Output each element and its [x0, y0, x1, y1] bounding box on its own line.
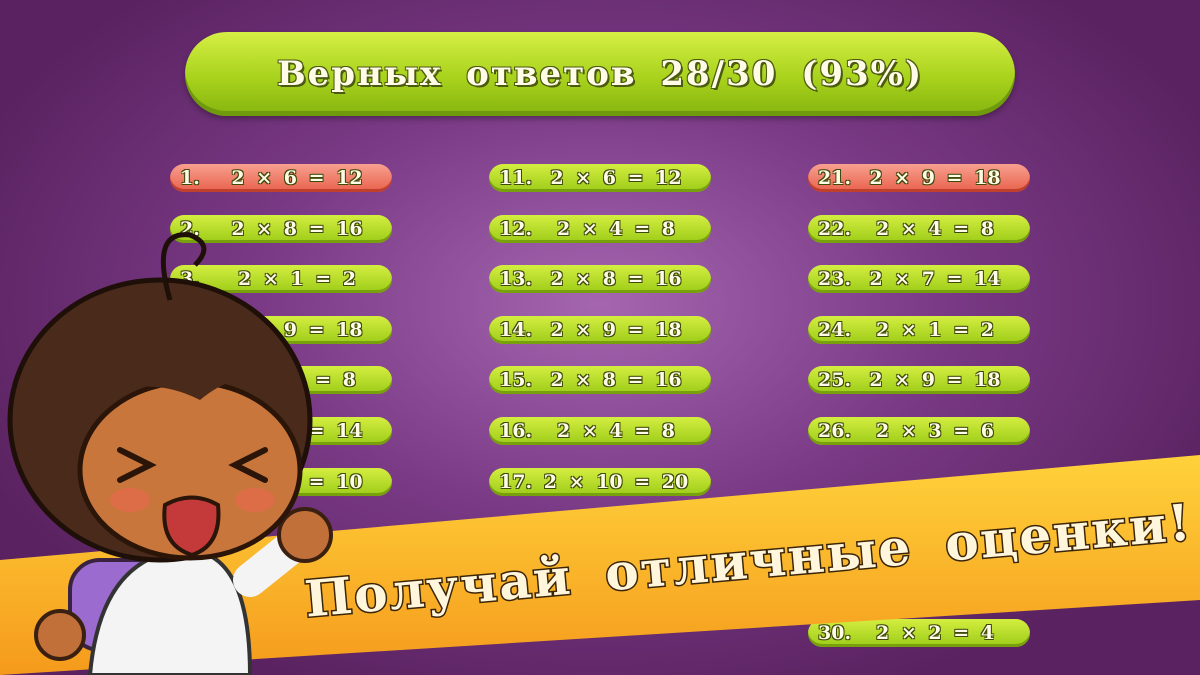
- result-number: 1.: [180, 167, 200, 189]
- result-equation: 2 × 7 = 14: [869, 268, 1001, 291]
- result-number: 22.: [818, 217, 852, 240]
- result-pill: 23. 2 × 7 = 14: [808, 265, 1030, 294]
- result-equation: 2 × 2 = 4: [876, 622, 994, 645]
- result-pill: 24. 2 × 1 = 2: [808, 315, 1030, 344]
- score-title: Верных ответов 28/30 (93%): [276, 54, 924, 94]
- result-equation: 2 × 8 = 16: [550, 268, 682, 291]
- result-equation: 2 × 6 = 12: [550, 167, 682, 189]
- result-equation: 2 × 8 = 16: [550, 369, 682, 392]
- result-pill: 16. 2 × 4 = 8: [489, 417, 711, 445]
- result-pill: 14. 2 × 9 = 18: [489, 315, 711, 344]
- result-number: 21.: [818, 167, 852, 189]
- result-pill: 21. 2 × 9 = 18: [808, 164, 1030, 192]
- result-number: 14.: [499, 318, 533, 341]
- result-number: 11.: [499, 167, 533, 189]
- result-pill: 11. 2 × 6 = 12: [489, 164, 711, 192]
- result-number: 30.: [818, 622, 852, 645]
- result-pill: 2. 2 × 8 = 16: [170, 214, 392, 243]
- result-equation: 2 × 10 = 20: [543, 470, 689, 493]
- result-pill: 25. 2 × 9 = 18: [808, 366, 1030, 395]
- score-header: Верных ответов 28/30 (93%): [185, 32, 1015, 116]
- result-equation: 2 × 9 = 18: [869, 167, 1001, 189]
- result-equation: 2 × 1 = 2: [876, 318, 994, 341]
- result-pill: 30. 2 × 2 = 4: [808, 619, 1030, 648]
- result-equation: 2 × 4 = 8: [876, 217, 994, 240]
- result-number: 16.: [499, 420, 533, 442]
- result-number: 23.: [818, 268, 852, 291]
- result-number: 12.: [499, 217, 533, 240]
- character: [7, 232, 333, 675]
- result-number: 26.: [818, 420, 852, 442]
- result-pill: 26. 2 × 3 = 6: [808, 417, 1030, 445]
- result-equation: 2 × 4 = 8: [557, 420, 675, 442]
- result-pill: 13. 2 × 8 = 16: [489, 265, 711, 294]
- result-pill: 12. 2 × 4 = 8: [489, 214, 711, 243]
- result-pill: 17. 2 × 10 = 20: [489, 467, 711, 496]
- result-equation: 2 × 1 = 2: [238, 268, 356, 291]
- result-equation: 2 × 8 = 16: [231, 217, 363, 240]
- result-equation: 2 × 4 = 8: [557, 217, 675, 240]
- result-number: 25.: [818, 369, 852, 392]
- result-equation: 2 × 9 = 18: [869, 369, 1001, 392]
- result-number: 13.: [499, 268, 533, 291]
- result-number: 17.: [499, 470, 533, 493]
- banner: [0, 455, 1200, 675]
- result-number: 24.: [818, 318, 852, 341]
- result-equation: 2 × 9 = 18: [550, 318, 682, 341]
- result-equation: 2 × 6 = 12: [231, 167, 363, 189]
- result-pill: 22. 2 × 4 = 8: [808, 214, 1030, 243]
- result-pill: 15. 2 × 8 = 16: [489, 366, 711, 395]
- result-pill: 1. 2 × 6 = 12: [170, 164, 392, 192]
- result-equation: 2 × 3 = 6: [876, 420, 994, 442]
- result-number: 15.: [499, 369, 533, 392]
